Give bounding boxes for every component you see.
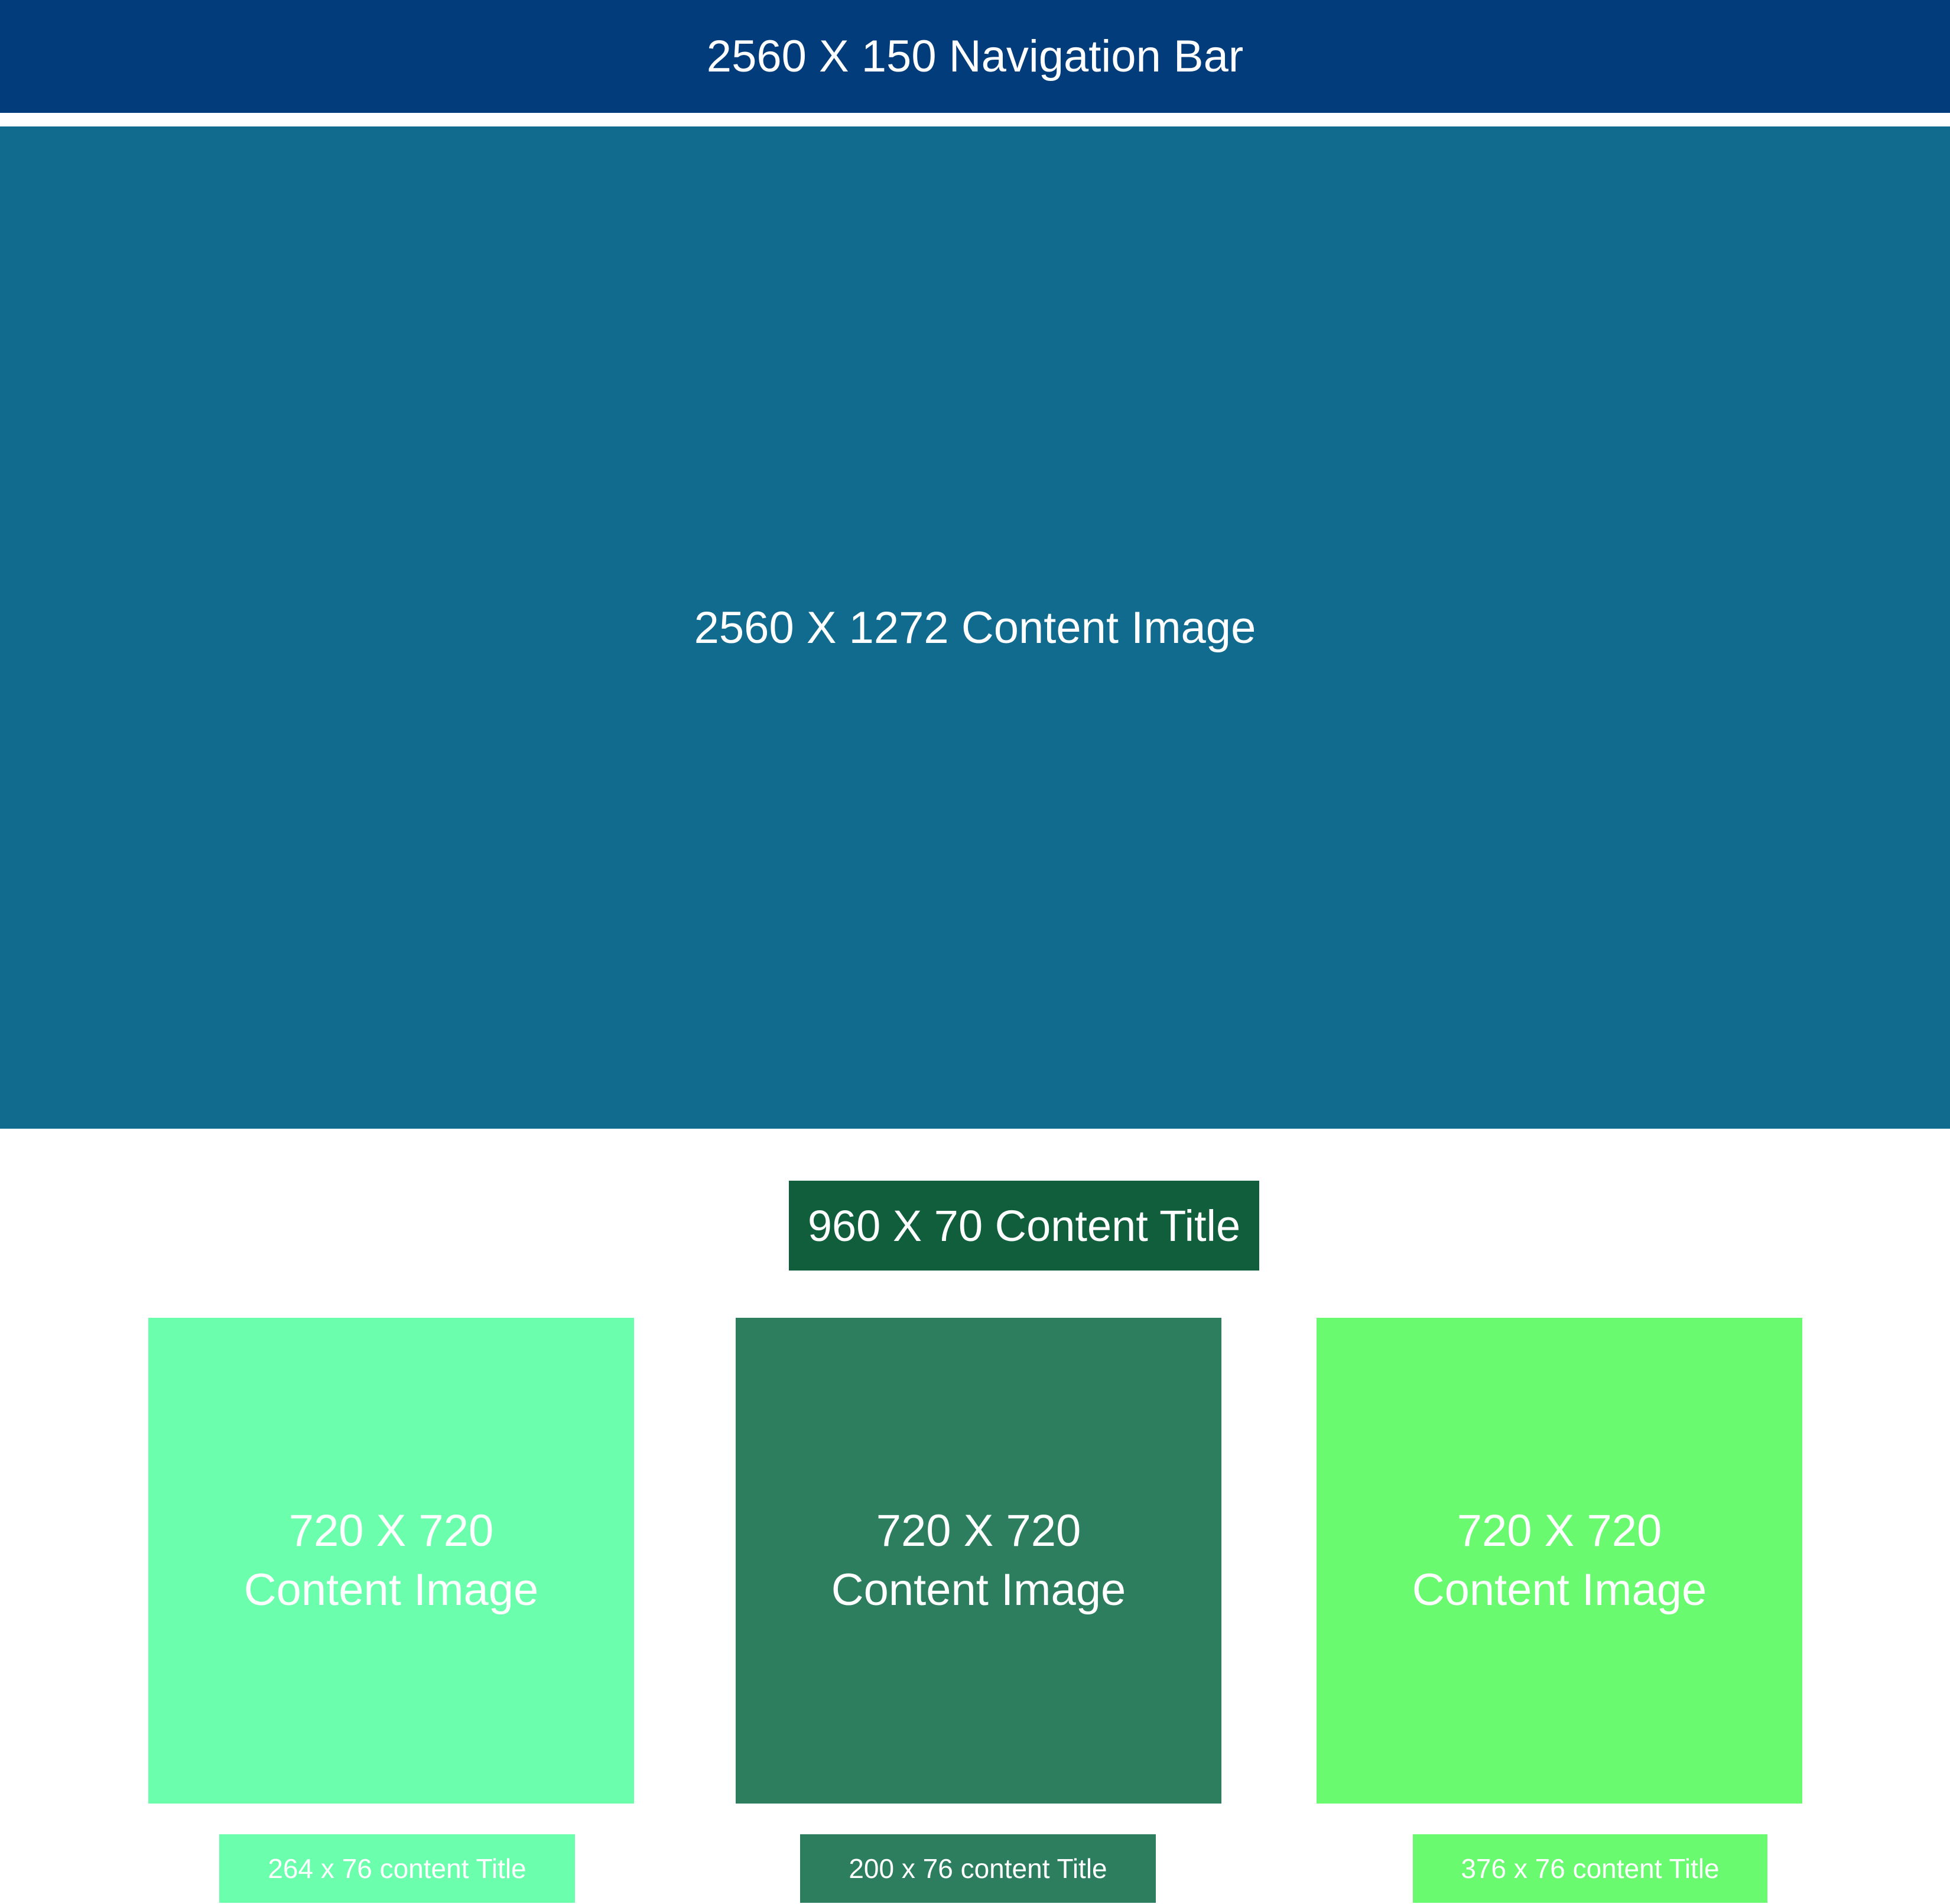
card-1-caption: 264 x 76 content Title: [219, 1834, 575, 1903]
hero-content-image: 2560 X 1272 Content Image: [0, 126, 1950, 1129]
card-1-size-label: 720 X 720: [288, 1506, 494, 1556]
card-2-size-label: 720 X 720: [876, 1506, 1081, 1556]
card-3-type-label: Content Image: [1412, 1565, 1707, 1615]
content-image-card-3: 720 X 720 Content Image: [1317, 1318, 1802, 1804]
content-title-label: 960 X 70 Content Title: [807, 1201, 1241, 1250]
content-title-block: 960 X 70 Content Title: [789, 1181, 1259, 1271]
hero-content-image-label: 2560 X 1272 Content Image: [694, 602, 1256, 653]
content-image-card-2: 720 X 720 Content Image: [736, 1318, 1221, 1804]
card-1-type-label: Content Image: [243, 1565, 539, 1615]
card-3-size-label: 720 X 720: [1457, 1506, 1662, 1556]
card-2-caption-label: 200 x 76 content Title: [849, 1853, 1107, 1884]
card-3-caption-label: 376 x 76 content Title: [1461, 1853, 1720, 1884]
card-3-caption: 376 x 76 content Title: [1413, 1834, 1767, 1903]
card-2-caption: 200 x 76 content Title: [800, 1834, 1156, 1903]
card-1-caption-label: 264 x 76 content Title: [268, 1853, 526, 1884]
card-2-type-label: Content Image: [831, 1565, 1126, 1615]
content-image-card-1: 720 X 720 Content Image: [148, 1318, 634, 1804]
navigation-bar: 2560 X 150 Navigation Bar: [0, 0, 1950, 113]
navigation-bar-label: 2560 X 150 Navigation Bar: [706, 31, 1244, 82]
